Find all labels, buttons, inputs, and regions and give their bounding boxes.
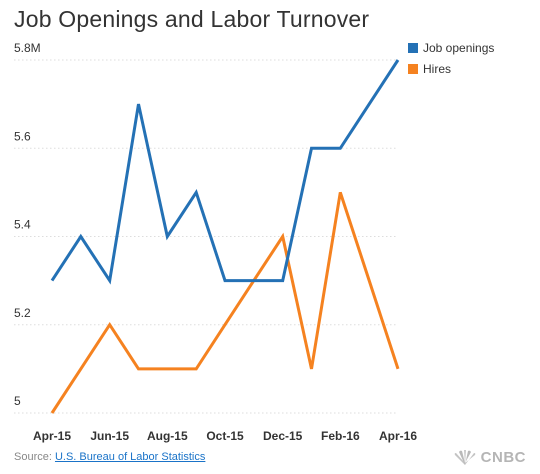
- series-line-job-openings: [50, 59, 400, 285]
- y-tick-label: 5.6: [14, 129, 31, 143]
- legend-label-hires: Hires: [423, 62, 451, 76]
- x-tick-label: Aug-15: [147, 429, 188, 443]
- peacock-icon: [454, 449, 475, 465]
- x-tick-label: Jun-15: [90, 429, 129, 443]
- x-axis-tick-labels: Apr-15 Jun-15 Aug-15 Oct-15 Dec-15 Feb-16 Apr-…: [33, 429, 417, 443]
- x-tick-label: Apr-15: [33, 429, 71, 443]
- legend-swatch-job-openings: [408, 43, 418, 53]
- y-tick-label: 5.8M: [14, 41, 41, 55]
- legend-label-job-openings: Job openings: [423, 41, 494, 55]
- cnbc-logo: CNBC: [452, 449, 526, 466]
- logo-text: CNBC: [480, 449, 526, 466]
- grid-lines: [14, 59, 398, 414]
- x-tick-label: Apr-16: [379, 429, 417, 443]
- series-lines: [50, 59, 400, 414]
- x-tick-label: Dec-15: [263, 429, 303, 443]
- chart-title: Job Openings and Labor Turnover: [14, 6, 370, 32]
- legend: Job openings Hires: [408, 41, 494, 76]
- source-link[interactable]: U.S. Bureau of Labor Statistics: [54, 451, 206, 463]
- x-tick-label: Feb-16: [321, 429, 360, 443]
- y-tick-label: 5.4: [14, 218, 31, 232]
- y-axis-tick-labels: 5 5.2 5.4 5.6 5.8M: [14, 41, 41, 408]
- y-tick-label: 5.2: [14, 306, 31, 320]
- x-tick-label: Oct-15: [206, 429, 244, 443]
- source-prefix: Source:: [14, 451, 55, 463]
- series-line-hires: [50, 191, 400, 414]
- legend-swatch-hires: [408, 64, 418, 74]
- y-tick-label: 5: [14, 394, 21, 408]
- source-note: Source: U.S. Bureau of Labor Statistics: [14, 451, 205, 463]
